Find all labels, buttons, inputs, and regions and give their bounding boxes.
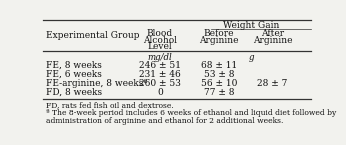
Text: 53 ± 8: 53 ± 8 (204, 70, 234, 79)
Text: 68 ± 11: 68 ± 11 (201, 61, 237, 70)
Text: Arginine: Arginine (253, 36, 292, 45)
Text: 0: 0 (157, 88, 163, 97)
Text: Alcohol: Alcohol (143, 36, 177, 45)
Text: Experimental Group: Experimental Group (46, 31, 139, 40)
Text: FD, 8 weeks: FD, 8 weeks (46, 88, 102, 97)
Text: Level: Level (148, 42, 172, 51)
Text: ª The 8-week period includes 6 weeks of ethanol and liquid diet followed by: ª The 8-week period includes 6 weeks of … (46, 109, 336, 117)
Text: 246 ± 51: 246 ± 51 (139, 61, 181, 70)
Text: g: g (248, 53, 254, 62)
Text: 231 ± 46: 231 ± 46 (139, 70, 181, 79)
Text: Blood: Blood (147, 29, 173, 38)
Text: 28 ± 7: 28 ± 7 (257, 79, 288, 88)
Text: FE-arginine, 8 weeksª: FE-arginine, 8 weeksª (46, 79, 147, 88)
Text: 260 ± 53: 260 ± 53 (139, 79, 181, 88)
Text: Before: Before (204, 29, 234, 38)
Text: FE, 6 weeks: FE, 6 weeks (46, 70, 102, 79)
Text: Arginine: Arginine (199, 36, 239, 45)
Text: 77 ± 8: 77 ± 8 (204, 88, 234, 97)
Text: FD, rats fed fish oil and dextrose.: FD, rats fed fish oil and dextrose. (46, 101, 174, 109)
Text: administration of arginine and ethanol for 2 additional weeks.: administration of arginine and ethanol f… (46, 117, 283, 125)
Text: After: After (261, 29, 284, 38)
Text: 56 ± 10: 56 ± 10 (201, 79, 237, 88)
Text: mg/dl: mg/dl (147, 53, 172, 62)
Text: FE, 8 weeks: FE, 8 weeks (46, 61, 102, 70)
Text: Weight Gain: Weight Gain (223, 21, 279, 30)
